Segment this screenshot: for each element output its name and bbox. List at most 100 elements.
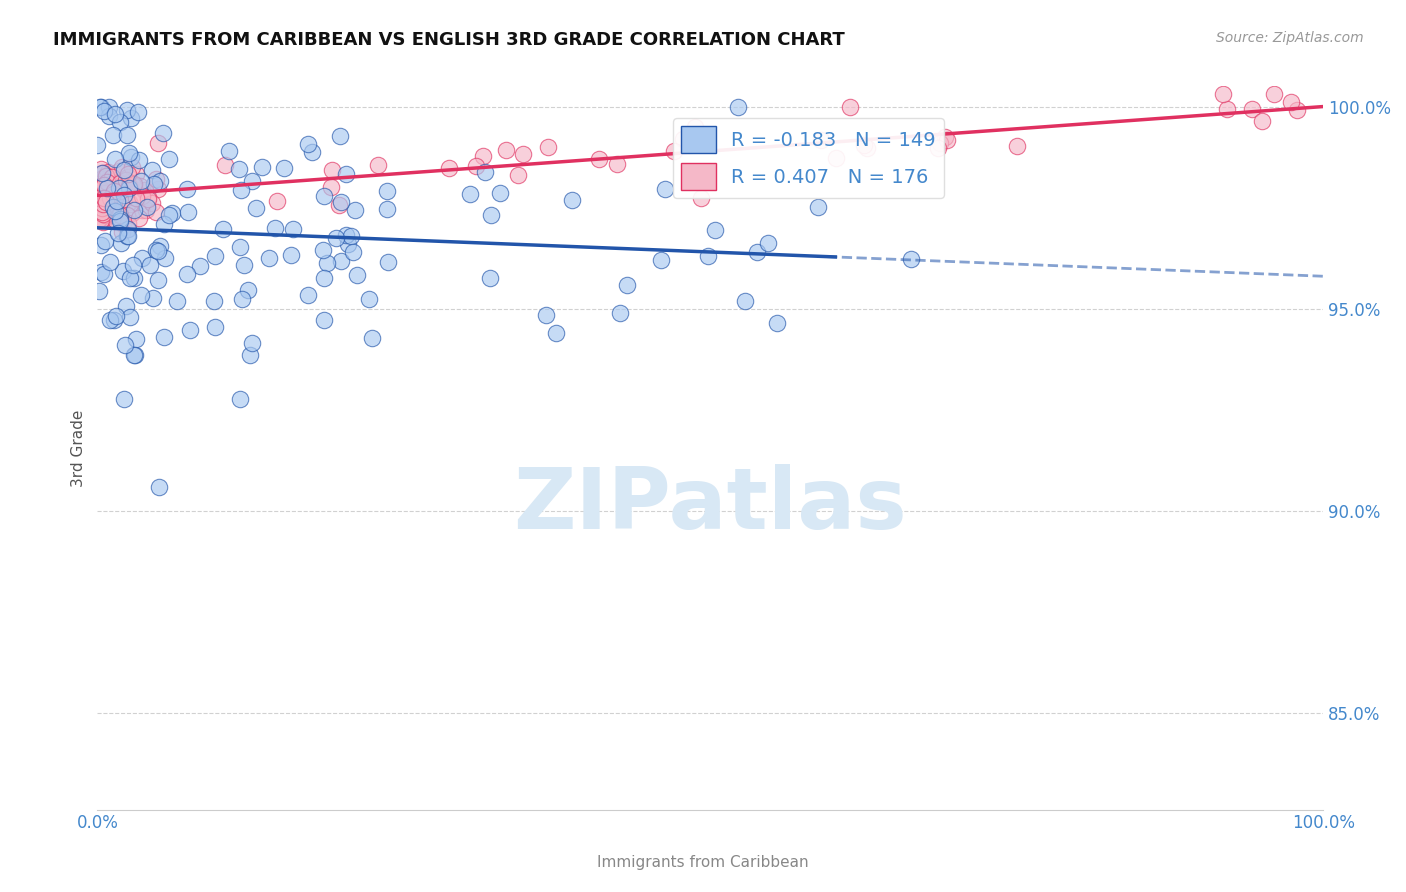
Point xyxy=(273,161,295,175)
Point xyxy=(280,247,302,261)
Point xyxy=(214,158,236,172)
Point xyxy=(94,168,117,182)
Point xyxy=(93,104,115,119)
Point xyxy=(166,293,188,308)
Point xyxy=(115,173,138,187)
Point xyxy=(96,193,118,207)
Point xyxy=(935,133,957,147)
Point xyxy=(160,206,183,220)
Point xyxy=(506,168,529,182)
Point xyxy=(1286,103,1309,117)
Point xyxy=(283,222,305,236)
Point xyxy=(90,194,112,209)
Point xyxy=(238,283,260,297)
Point xyxy=(87,184,110,198)
Point xyxy=(330,194,353,209)
Point xyxy=(202,294,225,309)
Point xyxy=(1279,95,1302,109)
Point xyxy=(671,132,693,146)
Point xyxy=(474,165,496,179)
Point xyxy=(1240,102,1263,116)
Point xyxy=(87,177,110,191)
Point xyxy=(928,136,950,150)
Point xyxy=(690,190,713,204)
Point xyxy=(90,238,112,252)
Point xyxy=(330,254,353,268)
Point xyxy=(105,181,128,195)
Point xyxy=(103,128,125,142)
Point xyxy=(316,255,339,269)
Point xyxy=(87,185,110,199)
Point xyxy=(727,99,749,113)
Point xyxy=(117,169,139,184)
Point xyxy=(266,194,288,208)
Point xyxy=(98,182,121,196)
Point xyxy=(131,288,153,302)
Point xyxy=(479,208,502,222)
Point xyxy=(103,201,125,215)
Point xyxy=(512,147,534,161)
Point xyxy=(179,323,201,337)
Point xyxy=(118,178,141,193)
Point xyxy=(98,202,121,217)
Point xyxy=(111,195,134,210)
Point xyxy=(146,136,169,151)
Point xyxy=(1212,87,1234,102)
Point xyxy=(90,213,112,227)
Point xyxy=(121,206,143,220)
Point xyxy=(148,480,170,494)
Point xyxy=(110,191,132,205)
Point xyxy=(231,292,253,306)
Point xyxy=(122,348,145,362)
Point xyxy=(89,190,111,204)
Point xyxy=(367,158,389,172)
Point xyxy=(927,141,949,155)
Point xyxy=(104,204,127,219)
Point xyxy=(91,196,114,211)
Point xyxy=(297,288,319,302)
Point xyxy=(204,249,226,263)
Point xyxy=(90,213,112,227)
Point xyxy=(89,200,111,214)
Point xyxy=(91,166,114,180)
Point xyxy=(110,225,132,239)
Point xyxy=(89,176,111,190)
Point xyxy=(609,305,631,319)
Point xyxy=(704,222,727,236)
Point xyxy=(489,186,512,200)
Point xyxy=(89,195,111,210)
Point xyxy=(93,171,115,186)
Point xyxy=(91,186,114,201)
Text: Source: ZipAtlas.com: Source: ZipAtlas.com xyxy=(1216,31,1364,45)
Point xyxy=(86,137,108,152)
Point xyxy=(101,186,124,201)
Point xyxy=(228,240,250,254)
Point xyxy=(96,181,118,195)
Point xyxy=(135,203,157,218)
Point xyxy=(87,211,110,226)
Point xyxy=(93,197,115,211)
Point xyxy=(114,178,136,193)
Point xyxy=(118,270,141,285)
Point xyxy=(89,99,111,113)
Point xyxy=(142,177,165,191)
Point xyxy=(93,234,115,248)
Point xyxy=(536,308,558,322)
Point xyxy=(90,192,112,206)
Point xyxy=(242,335,264,350)
Point xyxy=(145,171,167,186)
Point xyxy=(91,205,114,219)
Point xyxy=(257,251,280,265)
Point xyxy=(377,255,399,269)
Point xyxy=(544,326,567,340)
Point xyxy=(90,265,112,279)
Point xyxy=(756,235,779,250)
Point xyxy=(91,181,114,195)
Point xyxy=(934,130,956,145)
Point xyxy=(1007,139,1029,153)
Point xyxy=(122,270,145,285)
Point xyxy=(336,236,359,251)
Point xyxy=(176,204,198,219)
Point xyxy=(124,348,146,362)
Point xyxy=(93,188,115,202)
